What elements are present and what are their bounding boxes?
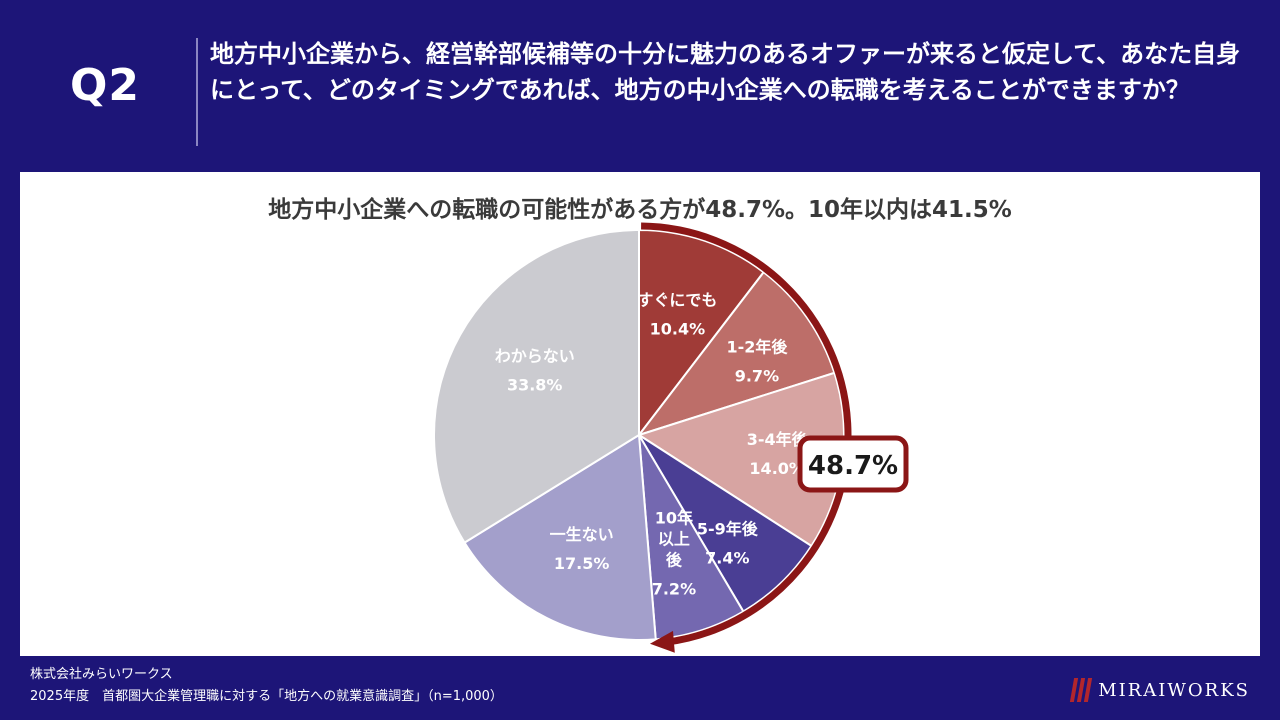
question-text: 地方中小企業から、経営幹部候補等の十分に魅力のあるオファーが来ると仮定して、あな… <box>210 40 1241 104</box>
company-name: 株式会社みらいワークス <box>30 667 173 682</box>
slice-label-3: 5-9年後 <box>697 520 759 539</box>
logo-mark-icon <box>1070 678 1093 702</box>
slice-label-5: 一生ない <box>550 525 614 544</box>
question-number: Q2 <box>70 60 141 111</box>
chart-title: 地方中小企業への転職の可能性がある方が48.7%。10年以内は41.5% <box>268 197 1012 223</box>
pie-slice-1 <box>636 270 836 437</box>
callout-value: 48.7% <box>808 451 898 481</box>
slice-label-4-line-0: 10年 <box>655 509 693 528</box>
slice-value-5: 17.5% <box>554 554 610 573</box>
footer: 株式会社みらいワークス 2025年度 首都圏大企業管理職に対する「地方への就業意… <box>30 664 503 708</box>
slice-value-4: 7.2% <box>652 580 696 599</box>
slice-label-4-line-1: 以上 <box>658 530 690 549</box>
slice-value-0: 10.4% <box>650 320 706 339</box>
slice-label-2: 3-4年後 <box>747 430 809 449</box>
annotation-arrow-head <box>649 630 675 653</box>
slice-value-6: 33.8% <box>507 376 563 395</box>
slice-value-3: 7.4% <box>705 549 749 568</box>
callout-box <box>797 435 909 493</box>
header-divider <box>196 38 198 146</box>
source-note: 2025年度 首都圏大企業管理職に対する「地方への就業意識調査」（n=1,000… <box>30 689 503 704</box>
slice-value-2: 14.0% <box>749 459 805 478</box>
pie-slice-0 <box>638 228 766 438</box>
slice-label-4-line-2: 後 <box>666 551 683 570</box>
pie-slice-6 <box>433 228 640 545</box>
slice-value-1: 9.7% <box>735 366 779 385</box>
slice-label-0: すぐにでも <box>637 291 717 310</box>
slice-label-1: 1-2年後 <box>726 337 788 356</box>
slice-label-6: わからない <box>495 347 575 366</box>
mirai-works-logo: MIRAIWORKS <box>1070 678 1250 702</box>
annotation-arc <box>641 222 852 646</box>
logo-text: MIRAIWORKS <box>1098 679 1250 701</box>
pie-slice-5 <box>463 433 657 641</box>
